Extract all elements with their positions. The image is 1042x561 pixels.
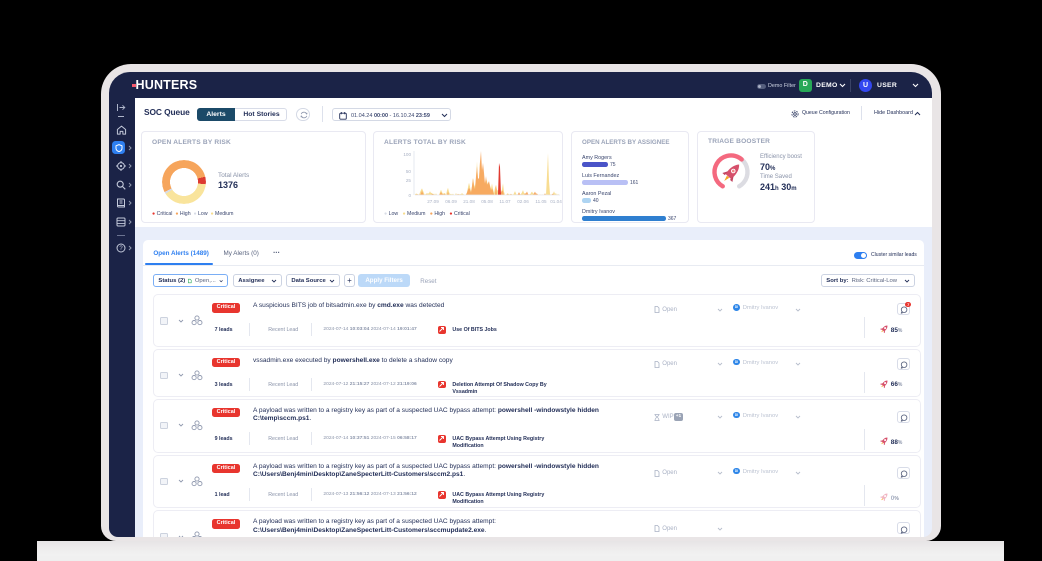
svg-text:02.06: 02.06 [517,199,529,204]
svg-text:05.08: 05.08 [481,199,493,204]
svg-text:0: 0 [408,193,411,198]
svg-text:100: 100 [403,152,411,157]
svg-text:21.08: 21.08 [463,199,475,204]
svg-text:06.09: 06.09 [445,199,457,204]
svg-text:11.05: 11.05 [535,199,547,204]
svg-text:27.09: 27.09 [427,199,439,204]
svg-text:?: ? [119,246,123,252]
svg-text:25: 25 [406,178,412,183]
svg-text:50: 50 [406,169,412,174]
svg-text:01.04: 01.04 [550,199,562,204]
svg-text:11.07: 11.07 [499,199,511,204]
